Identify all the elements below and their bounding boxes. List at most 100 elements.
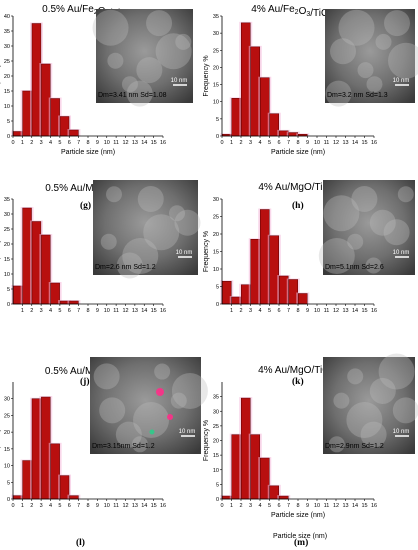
x-tick-label: 2 xyxy=(239,503,242,509)
x-tick-label: 13 xyxy=(342,503,348,509)
tem-particle xyxy=(169,205,185,222)
y-tick-label: 20 xyxy=(213,439,219,445)
x-tick-label: 0 xyxy=(11,503,14,509)
x-tick-label: 3 xyxy=(40,308,43,314)
histogram-bar xyxy=(297,293,308,305)
tem-particle xyxy=(133,402,170,439)
tem-particle xyxy=(346,402,383,439)
tem-particle xyxy=(115,421,142,448)
title-text: 4% Au/MgO/TiO xyxy=(258,182,330,193)
y-tick-label: 30 xyxy=(4,397,10,403)
tem-particle xyxy=(384,10,410,37)
x-tick-label: 12 xyxy=(333,140,339,146)
x-tick-label: 12 xyxy=(333,308,339,314)
x-tick-label: 2 xyxy=(30,308,33,314)
tem-particle xyxy=(366,76,383,93)
x-tick-label: 5 xyxy=(268,308,271,314)
x-tick-label: 15 xyxy=(361,308,367,314)
x-tick-label: 13 xyxy=(132,308,138,314)
y-tick-label: 25 xyxy=(4,59,10,65)
scale-label: 10 nm xyxy=(179,429,196,435)
x-tick-label: 13 xyxy=(342,308,348,314)
x-tick-label: 11 xyxy=(113,308,119,314)
x-tick-label: 3 xyxy=(249,503,252,509)
x-tick-label: 5 xyxy=(268,503,271,509)
tem-particle xyxy=(155,33,192,70)
y-axis-label: Frequency % xyxy=(203,420,210,461)
tem-particle xyxy=(392,397,418,424)
title-text: 4% Au/MgO/TiO xyxy=(258,365,330,376)
y-tick-label: 30 xyxy=(213,409,219,415)
y-tick-label: 30 xyxy=(213,31,219,37)
x-tick-label: 16 xyxy=(160,308,166,314)
size-stats: Dm=2.6 nm Sd=1.2 xyxy=(95,264,156,271)
x-tick-label: 14 xyxy=(352,308,358,314)
tem-particle xyxy=(365,257,382,274)
y-axis-label: Frequency % xyxy=(203,231,210,272)
x-tick-label: 0 xyxy=(220,503,223,509)
y-tick-label: 40 xyxy=(4,14,10,20)
y-tick-label: 35 xyxy=(213,14,219,20)
y-tick-label: 35 xyxy=(4,197,10,203)
x-tick-label: 6 xyxy=(277,503,280,509)
x-tick-label: 3 xyxy=(40,503,43,509)
y-tick-label: 0 xyxy=(216,302,219,308)
y-tick-label: 5 xyxy=(7,480,10,486)
panel-label: (l) xyxy=(76,537,85,548)
y-tick-label: 15 xyxy=(213,453,219,459)
panel-label: (h) xyxy=(292,200,304,211)
tem-particle xyxy=(171,372,208,409)
tem-image xyxy=(323,357,415,454)
x-tick-label: 1 xyxy=(21,503,24,509)
x-tick-label: 16 xyxy=(371,140,377,146)
histogram-bar xyxy=(69,129,79,137)
x-tick-label: 9 xyxy=(96,503,99,509)
x-tick-label: 3 xyxy=(40,140,43,146)
title-subscript: 3 xyxy=(306,11,310,18)
tem-particle xyxy=(126,80,153,107)
y-tick-label: 25 xyxy=(213,424,219,430)
tem-particle xyxy=(174,209,201,236)
x-tick-label: 2 xyxy=(30,503,33,509)
tem-particle xyxy=(347,233,364,250)
tem-image xyxy=(90,357,201,454)
y-tick-label: 20 xyxy=(4,242,10,248)
title-text: 0.5% Au/MgO/TiO xyxy=(45,366,125,377)
x-tick-label: 15 xyxy=(151,308,157,314)
x-tick-label: 13 xyxy=(342,140,348,146)
panel-4: 4% Au/MgO/TiO2 pH20510152025301234567891… xyxy=(203,180,415,314)
y-tick-label: 0 xyxy=(7,302,10,308)
title-text: 4% Au/Fe xyxy=(251,4,295,15)
scale-label: 10 nm xyxy=(393,78,410,84)
x-tick-label: 11 xyxy=(113,503,119,509)
x-tick-label: 12 xyxy=(122,503,128,509)
x-tick-label: 13 xyxy=(132,140,138,146)
y-tick-label: 15 xyxy=(4,257,10,263)
x-tick-label: 14 xyxy=(141,140,147,146)
scale-label: 10 nm xyxy=(393,429,410,435)
tem-particle xyxy=(99,397,126,424)
tem-particle xyxy=(378,353,415,390)
tem-particle xyxy=(100,233,117,250)
y-tick-label: 5 xyxy=(216,285,219,291)
x-tick-label: 16 xyxy=(371,308,377,314)
x-tick-label: 4 xyxy=(258,503,261,509)
x-tick-label: 6 xyxy=(277,140,280,146)
x-tick-label: 16 xyxy=(160,503,166,509)
x-tick-label: 9 xyxy=(306,308,309,314)
panel-5: 0.5% Au/MgO/TiO2 pO205101520253001234567… xyxy=(0,357,208,509)
tem-particle xyxy=(146,10,173,37)
tem-particle xyxy=(136,57,163,84)
x-tick-label: 1 xyxy=(230,140,233,146)
histogram-bar xyxy=(69,495,79,500)
y-tick-label: 20 xyxy=(213,232,219,238)
scale-label: 10 nm xyxy=(171,78,188,84)
title-text: O xyxy=(299,6,307,17)
y-tick-label: 10 xyxy=(213,468,219,474)
x-tick-label: 1 xyxy=(21,308,24,314)
y-tick-label: 20 xyxy=(4,430,10,436)
x-tick-label: 3 xyxy=(249,140,252,146)
x-tick-label: 12 xyxy=(122,308,128,314)
y-tick-label: 10 xyxy=(4,272,10,278)
